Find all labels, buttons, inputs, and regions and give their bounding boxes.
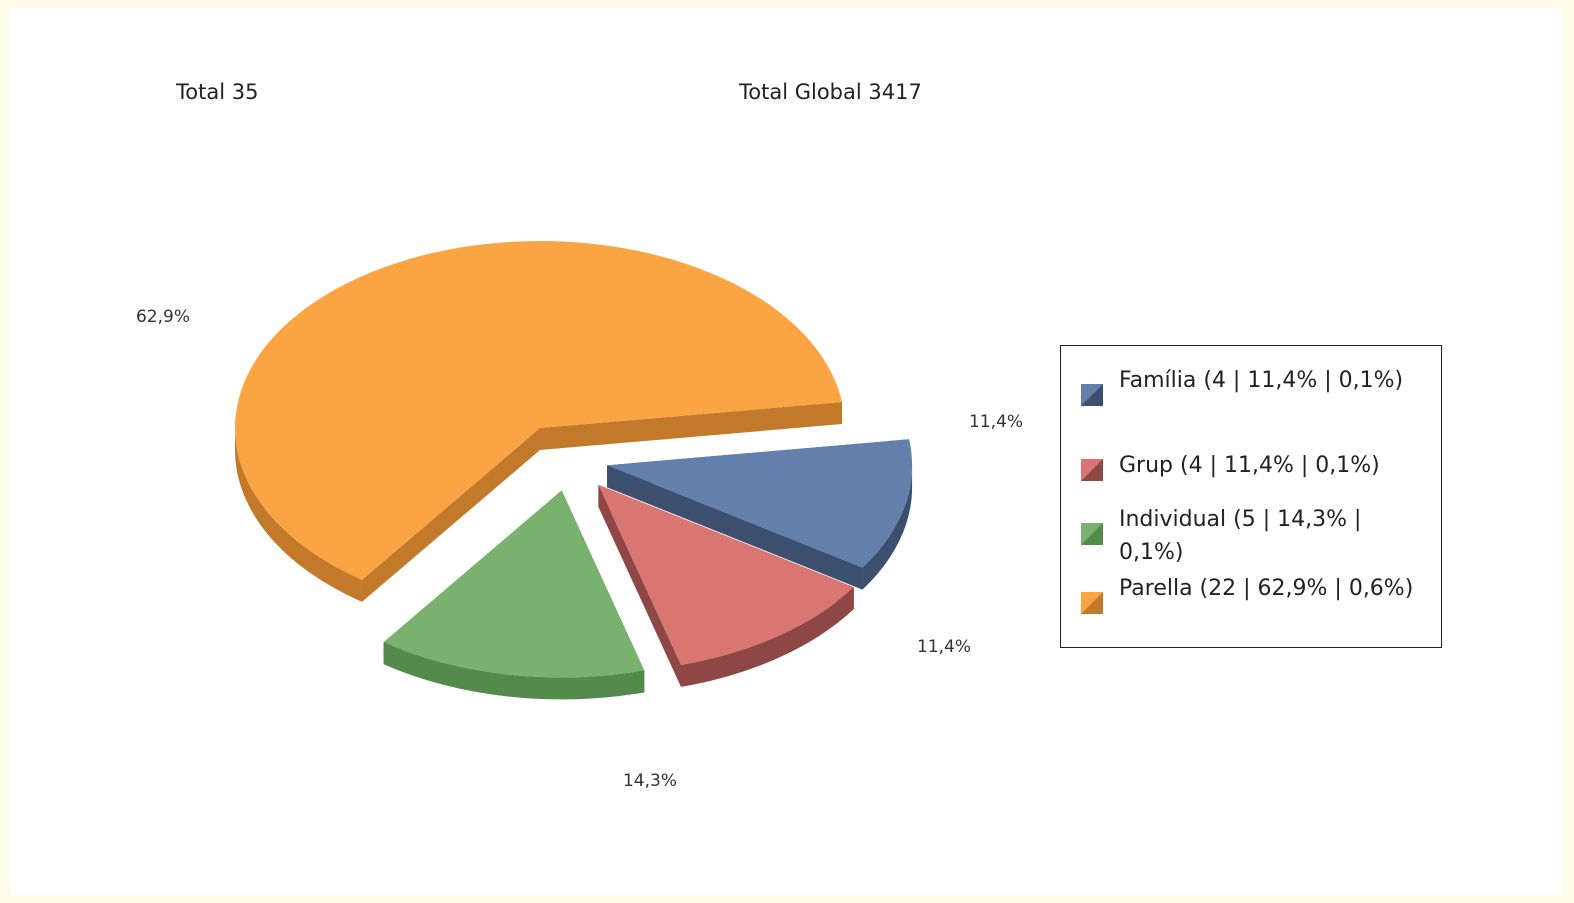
legend-label-família: Família (4 | 11,4% | 0,1%) bbox=[1119, 368, 1404, 393]
pie-edge-parella-1 bbox=[540, 402, 843, 451]
pie-slice-parella bbox=[235, 241, 843, 580]
pie-label-parella: 62,9% bbox=[136, 307, 190, 327]
pie-slice-família bbox=[607, 439, 913, 568]
pie-slice-individual bbox=[383, 490, 645, 678]
pie-label-família: 11,4% bbox=[969, 412, 1023, 432]
total-global-label: Total Global 3417 bbox=[739, 80, 922, 104]
pie-edge-família-1 bbox=[607, 465, 863, 590]
legend-swatch-parella bbox=[1081, 592, 1103, 614]
pie-label-grup: 11,4% bbox=[917, 637, 971, 657]
pie-chart: 11,4% 11,4% 14,3% 62,9% bbox=[136, 241, 1023, 791]
legend-swatch-individual bbox=[1081, 523, 1103, 545]
pie-side-família bbox=[862, 465, 913, 590]
pie-edge-parella-0 bbox=[361, 428, 541, 602]
legend-swatch-grup bbox=[1081, 459, 1103, 481]
pie-side-parella bbox=[235, 428, 362, 602]
pie-label-individual: 14,3% bbox=[623, 771, 677, 791]
pie-side-individual bbox=[383, 642, 645, 700]
pie-edge-grup-1 bbox=[598, 484, 682, 687]
total-label: Total 35 bbox=[176, 80, 259, 104]
chart-area: Total 35 Total Global 3417 11,4% 11,4% 14,… bbox=[10, 8, 1562, 895]
legend-swatch-família bbox=[1081, 384, 1103, 406]
legend-label-grup: Grup (4 | 11,4% | 0,1%) bbox=[1119, 453, 1380, 478]
legend: Família (4 | 11,4% | 0,1%) Grup (4 | 11,4… bbox=[1060, 345, 1442, 648]
legend-label-parella: Parella (22 | 62,9% | 0,6%) bbox=[1119, 576, 1414, 601]
legend-label-individual: Individual (5 | 14,3% | 0,1%) bbox=[1119, 507, 1362, 565]
pie-side-grup bbox=[681, 587, 854, 687]
pie-slice-grup bbox=[598, 484, 854, 665]
